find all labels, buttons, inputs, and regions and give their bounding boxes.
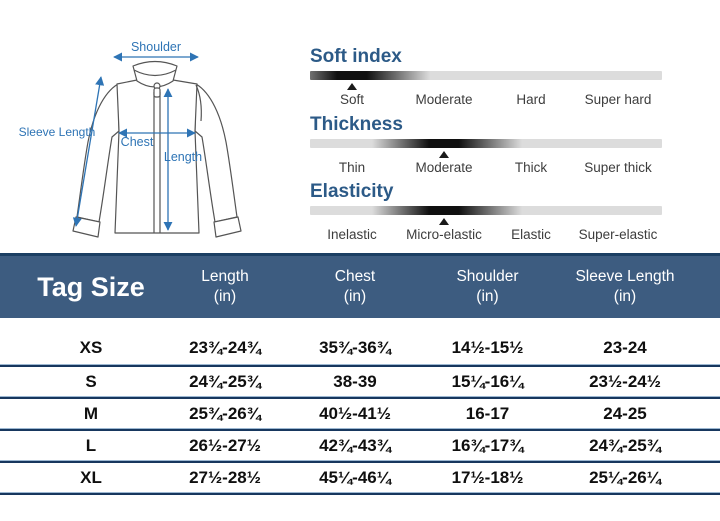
size-label: XS [79,338,103,357]
table-row-l: L 26½-27½ 42¾-43¾ 16¾-17¾ 24¾-25¾ [0,431,720,460]
cell-chest: 45¼-46¼ [319,467,391,487]
scale-marker-triangle [439,151,449,158]
jacket-measurement-diagram: Shoulder Sleeve Length Chest Length [0,0,300,256]
cell-chest: 38-39 [333,371,377,391]
cell-sleeve-length: 24¾-25¾ [589,435,661,455]
column-label: Sleeve Length [575,267,675,285]
chest-label: Chest [121,135,154,149]
scale-label: Thick [514,160,548,175]
jacket-outline [72,60,242,238]
cell-length: 24¾-25¾ [189,371,261,391]
cell-shoulder: 14½-15½ [451,338,524,357]
table-top-border [0,253,720,256]
scale-label: Moderate [415,92,473,107]
cell-sleeve-length: 25¼-26¼ [589,467,661,487]
table-row-s: S 24¾-25¾ 38-39 15¼-16¼ 23½-24½ [0,367,720,396]
scale-gradient-blob [372,206,522,215]
scale-bar [310,206,662,215]
column-header-sleeve-length: Sleeve Length (in) [555,267,720,307]
column-label: Chest [334,267,376,285]
scale-label: Moderate [415,160,473,175]
measurement-labels: Shoulder Sleeve Length Chest Length [19,40,203,164]
column-header-chest: Chest (in) [290,267,420,307]
cell-length: 25¾-26¾ [189,403,261,423]
scale-title: Soft index [310,46,402,67]
table-row-m: M 25¾-26¾ 40½-41½ 16-17 24-25 [0,399,720,428]
cell-length: 23¾-24¾ [189,338,261,357]
scale-thickness: Thickness Thin Moderate Thick Super thic… [310,114,662,178]
cell-chest: 40½-41½ [319,403,391,423]
sleeve-length-label: Sleeve Length [19,125,96,139]
scale-label: Super thick [584,160,652,175]
cell-shoulder: 15¼-16¼ [451,371,524,391]
scale-marker-triangle [347,83,357,90]
table-header-row: Tag Size Length (in) Chest (in) Shoulder… [0,256,720,318]
column-unit: (in) [343,288,367,305]
cell-shoulder: 16-17 [465,403,510,423]
row-divider [0,492,720,495]
scale-soft-index: Soft index Soft Moderate Hard Super hard [310,46,662,110]
size-label: M [83,403,99,423]
zipper-slider [153,87,161,98]
sleeve-length-arrow [72,76,105,227]
shoulder-label: Shoulder [131,40,181,54]
row-divider [0,428,720,431]
jacket-right-seam [195,84,202,122]
size-label: S [85,371,97,391]
table-title: Tag Size [37,271,145,302]
scale-label: Inelastic [327,227,377,242]
scale-title: Thickness [310,114,403,135]
jacket-drawing: Shoulder Sleeve Length Chest Length [19,40,242,238]
column-unit: (in) [213,288,237,305]
measurement-arrows [72,52,199,231]
scale-label: Super-elastic [578,227,658,242]
scale-bar [310,71,662,80]
cell-shoulder: 16¾-17¾ [451,435,524,455]
column-label: Length [201,267,249,285]
scale-label: Super hard [584,92,652,107]
length-label: Length [164,150,202,164]
jacket-neckline [133,69,177,77]
scale-marker-triangle [439,218,449,225]
scale-label: Thin [338,160,366,175]
scale-label: Hard [516,92,546,107]
column-unit: (in) [476,288,499,305]
scale-bar [310,139,662,148]
jacket-right-cuff [213,216,242,238]
jacket-right-sleeve [194,83,238,223]
cell-sleeve-length: 24-25 [603,403,647,423]
column-header-length: Length (in) [160,267,290,307]
column-unit: (in) [613,288,637,305]
cell-chest: 35¾-36¾ [319,338,391,357]
table-row-xl: XL 27½-28½ 45¼-46¼ 17½-18½ 25¼-26¼ [0,463,720,492]
row-divider [0,364,720,367]
row-divider [0,396,720,399]
table-row-xs: XS 23¾-24¾ 35¾-36¾ 14½-15½ 23-24 [0,318,720,364]
size-label: L [85,435,97,455]
scale-elasticity: Elasticity Inelastic Micro-elastic Elast… [310,181,662,245]
column-label: Shoulder [456,267,519,285]
cell-shoulder: 17½-18½ [451,467,524,487]
row-divider [0,460,720,463]
scale-title: Elasticity [310,181,394,202]
scale-label: Micro-elastic [406,227,482,242]
scale-gradient-blob [310,71,430,80]
cell-sleeve-length: 23-24 [603,338,647,357]
jacket-left-sleeve [76,83,120,223]
size-table: Tag Size Length (in) Chest (in) Shoulder… [0,253,720,495]
scale-label: Soft [339,92,365,107]
size-label: XL [80,467,102,487]
cell-sleeve-length: 23½-24½ [589,371,661,391]
cell-chest: 42¾-43¾ [319,435,391,455]
jacket-collar [132,60,178,88]
cell-length: 27½-28½ [189,467,261,487]
column-header-shoulder: Shoulder (in) [420,267,555,307]
scale-gradient-blob [372,139,522,148]
cell-length: 26½-27½ [189,435,261,455]
scale-label: Elastic [511,227,551,242]
